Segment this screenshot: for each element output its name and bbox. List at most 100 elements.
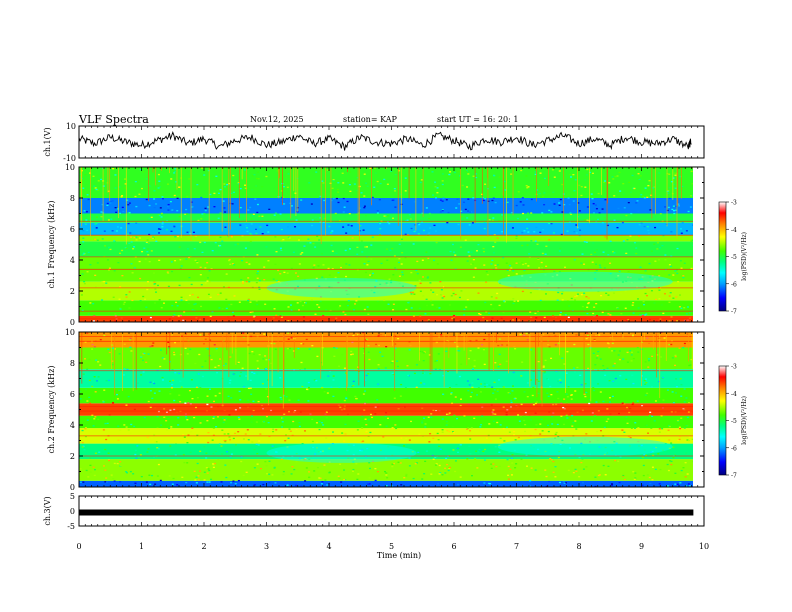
speckle <box>128 202 131 204</box>
speckle <box>296 302 299 304</box>
speckle <box>611 251 614 253</box>
speckle <box>358 296 361 298</box>
speckle <box>394 173 397 176</box>
speckle <box>684 462 687 464</box>
speckle <box>177 315 180 317</box>
speckle <box>212 417 215 420</box>
speckle <box>265 246 268 248</box>
speckle <box>565 414 568 417</box>
speckle <box>155 203 158 205</box>
speckle <box>622 193 625 195</box>
speckle <box>509 468 512 471</box>
speckle <box>681 185 684 188</box>
speckle <box>348 183 351 186</box>
speckle <box>544 274 547 276</box>
speckle <box>689 364 692 366</box>
speckle <box>436 432 439 435</box>
speckle <box>640 194 643 196</box>
speckle <box>159 479 162 482</box>
speckle <box>87 313 90 315</box>
speckle <box>685 485 688 487</box>
speckle <box>195 476 198 478</box>
speckle <box>466 217 469 219</box>
speckle <box>157 187 160 189</box>
speckle <box>231 203 234 205</box>
speckle <box>192 231 195 234</box>
speckle <box>431 304 434 306</box>
speckle <box>316 466 319 469</box>
speckle <box>659 468 662 471</box>
speckle <box>492 245 495 248</box>
speckle <box>487 482 490 485</box>
speckle <box>548 222 551 225</box>
speckle <box>256 272 259 275</box>
speckle <box>304 457 307 460</box>
speckle <box>330 386 333 389</box>
speckle <box>605 292 608 294</box>
speckle <box>187 302 190 305</box>
speckle <box>568 447 571 449</box>
speckle <box>390 288 393 290</box>
speckle <box>318 285 321 287</box>
speckle <box>566 339 569 341</box>
speckle <box>524 411 527 414</box>
speckle <box>340 266 343 269</box>
speckle <box>549 458 552 460</box>
speckle <box>455 295 458 297</box>
speckle <box>103 389 106 391</box>
quiet-patch <box>497 436 673 457</box>
speckle <box>680 307 683 309</box>
speckle <box>117 439 120 441</box>
y-tick-label: 10 <box>65 163 75 172</box>
speckle <box>606 452 609 454</box>
speckle <box>612 365 615 367</box>
speckle <box>230 192 233 195</box>
speckle <box>488 423 491 425</box>
speckle <box>267 422 270 424</box>
speckle <box>223 183 226 185</box>
speckle <box>384 167 387 169</box>
speckle <box>95 359 98 361</box>
speckle <box>532 447 535 449</box>
speckle <box>122 303 125 305</box>
speckle <box>339 406 342 408</box>
speckle <box>484 385 487 388</box>
speckle <box>206 262 209 264</box>
speckle <box>292 421 295 423</box>
speckle <box>157 228 160 230</box>
speckle <box>572 367 575 369</box>
speckle <box>678 436 681 438</box>
speckle <box>603 368 606 371</box>
speckle <box>495 297 498 299</box>
speckle <box>332 379 335 381</box>
speckle <box>416 272 419 275</box>
speckle <box>674 354 677 357</box>
speckle <box>257 178 260 180</box>
speckle <box>355 397 358 400</box>
speckle <box>343 206 346 208</box>
speckle <box>635 252 638 255</box>
speckle <box>382 436 385 438</box>
speckle <box>282 456 285 458</box>
speckle <box>123 424 126 426</box>
speckle <box>534 240 537 242</box>
speckle <box>456 345 459 348</box>
x-axis-label: Time (min) <box>377 551 421 560</box>
speckle <box>466 320 469 322</box>
speckle <box>649 276 652 278</box>
speckle <box>363 195 366 197</box>
speckle <box>81 213 84 215</box>
speckle <box>538 395 541 398</box>
speckle <box>631 174 634 177</box>
speckle <box>369 167 372 170</box>
speckle <box>332 197 335 200</box>
speckle <box>311 219 314 221</box>
speckle <box>542 269 545 271</box>
speckle <box>644 187 647 189</box>
speckle <box>383 471 386 473</box>
speckle <box>474 267 477 269</box>
speckle <box>178 246 181 248</box>
speckle <box>460 334 463 336</box>
speckle <box>525 283 528 286</box>
speckle <box>567 469 570 472</box>
